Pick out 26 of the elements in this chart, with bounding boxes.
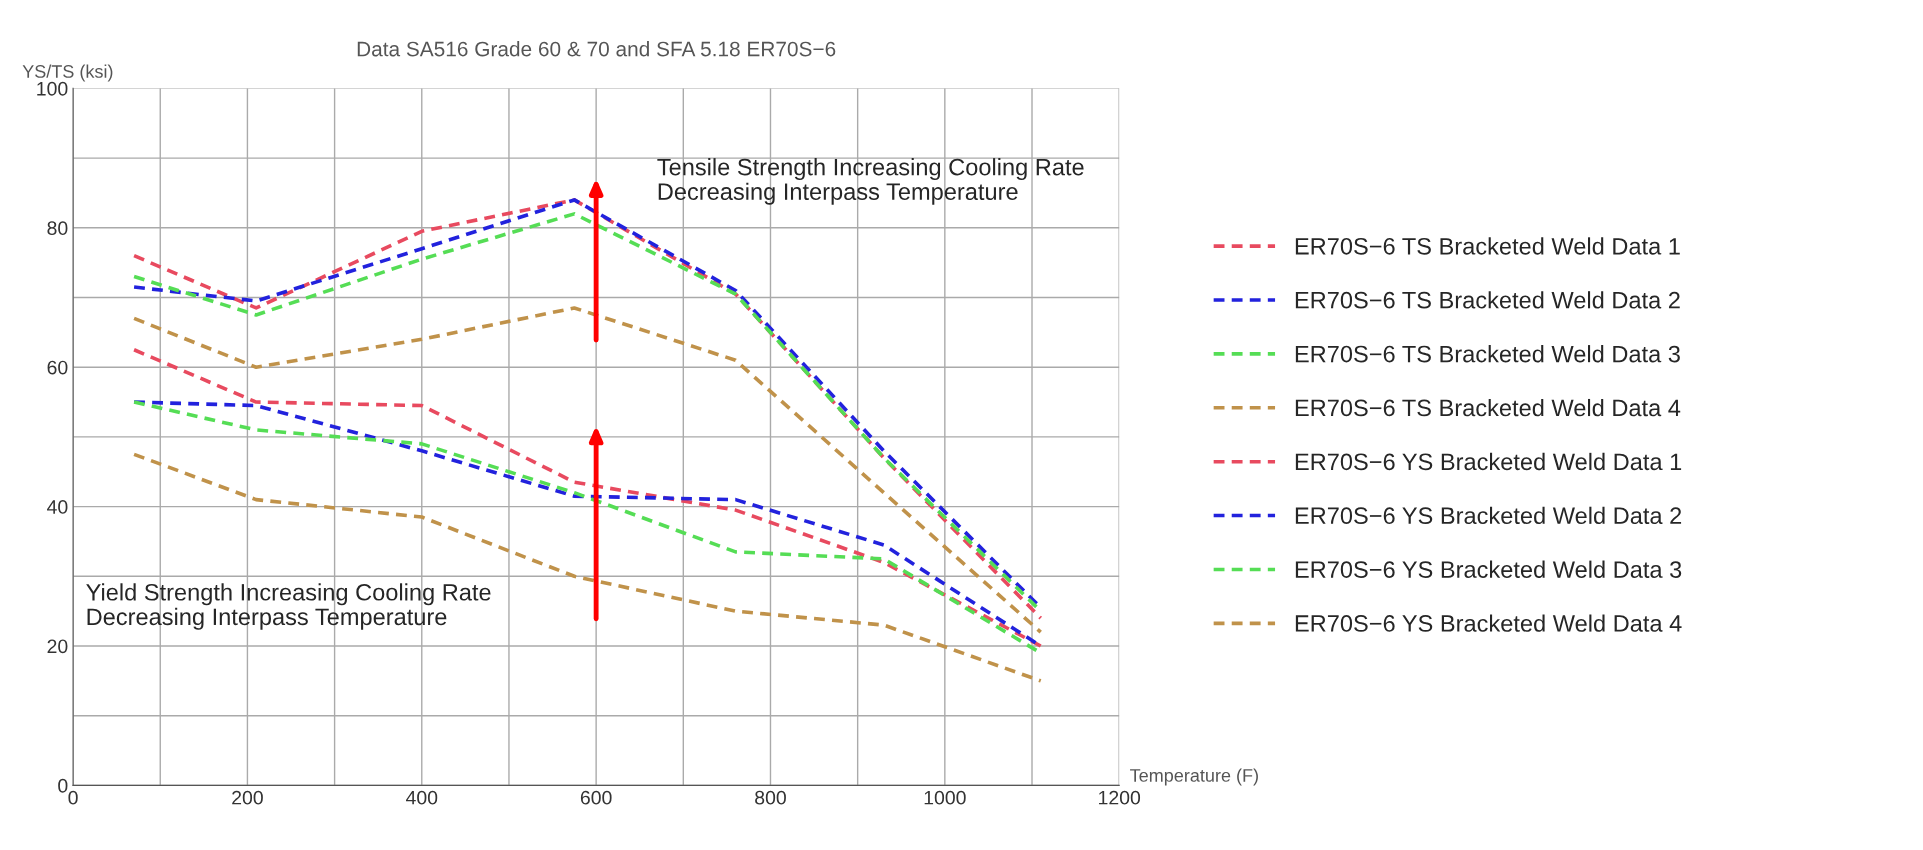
y-axis-title: YS/TS (ksi)	[22, 64, 113, 82]
x-tick-label: 800	[755, 790, 786, 805]
legend-label: ER70S−6 YS Bracketed Weld Data 2	[1295, 506, 1682, 525]
legend-label: ER70S−6 TS Bracketed Weld Data 4	[1295, 398, 1681, 417]
legend-label: ER70S−6 TS Bracketed Weld Data 1	[1295, 237, 1680, 255]
x-tick-label: 200	[232, 790, 263, 805]
x-tick-label: 1000	[924, 790, 966, 805]
x-axis-title: Temperature (F)	[1130, 768, 1258, 786]
y-tick-label: 60	[47, 360, 68, 375]
y-tick-label: 0	[58, 778, 68, 793]
x-tick-label: 600	[580, 790, 612, 805]
legend-label: ER70S−6 TS Bracketed Weld Data 3	[1295, 345, 1680, 363]
x-tick-label: 0	[68, 790, 78, 805]
chart-title: Data SA516 Grade 60 & 70 and SFA 5.18 ER70S−6	[357, 41, 836, 57]
y-tick-label: 20	[47, 639, 68, 654]
legend-label: ER70S−6 YS Bracketed Weld Data 3	[1295, 560, 1682, 578]
annotation: Yield Strength Increasing Cooling Rate Decreasing Interpass Temperature	[86, 583, 491, 630]
y-tick-label: 80	[47, 221, 68, 236]
annotation: Tensile Strength Increasing Cooling Rate Decreasing Interpass Temperature	[657, 158, 1084, 205]
x-tick-label: 400	[406, 790, 438, 805]
y-tick-label: 100	[37, 81, 68, 96]
legend-label: ER70S−6 YS Bracketed Weld Data 4	[1295, 614, 1682, 632]
y-tick-label: 40	[47, 500, 68, 514]
x-tick-label: 1200	[1099, 790, 1141, 805]
legend-label: ER70S−6 YS Bracketed Weld Data 1	[1295, 452, 1682, 471]
legend-label: ER70S−6 TS Bracketed Weld Data 2	[1295, 291, 1680, 309]
